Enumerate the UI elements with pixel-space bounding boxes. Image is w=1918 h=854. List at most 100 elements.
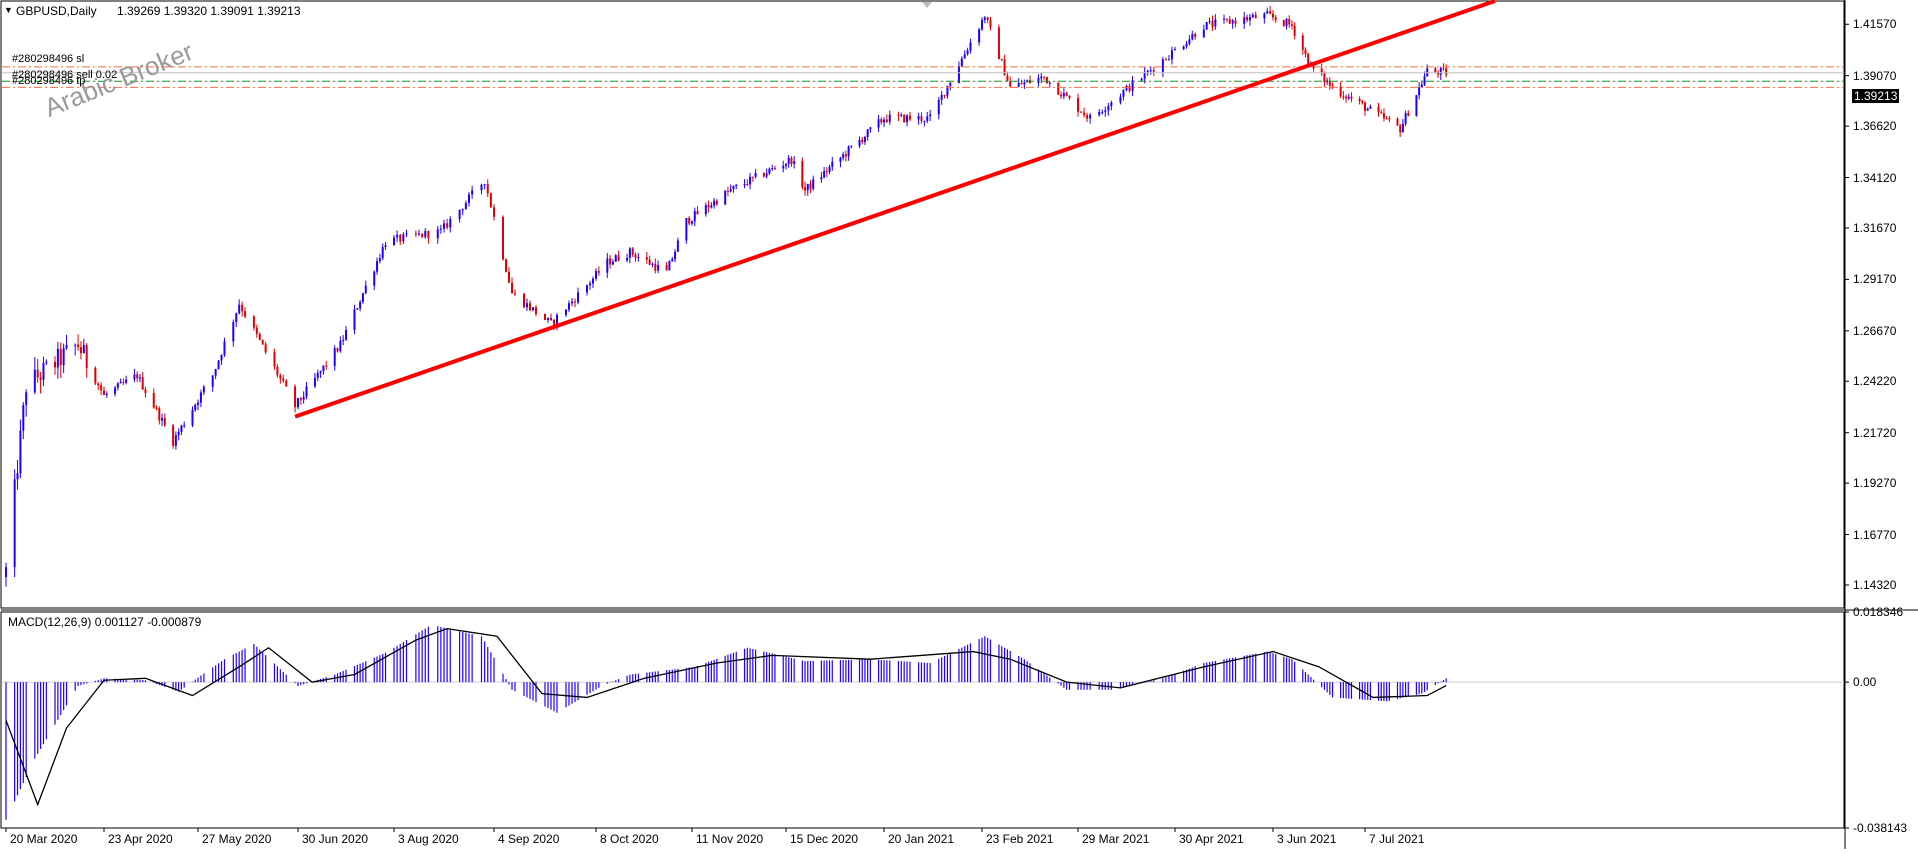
candle-body: [1125, 85, 1128, 91]
candle-body: [732, 186, 735, 190]
candle-body: [119, 382, 122, 384]
candle-body: [244, 311, 247, 317]
candle-body: [1269, 11, 1272, 14]
candle-body: [264, 344, 267, 353]
y-tick-label: 1.14320: [1853, 577, 1897, 592]
y-tick-label: 1.21720: [1853, 425, 1897, 440]
candle-body: [1043, 76, 1046, 78]
candle-body: [1188, 39, 1191, 44]
candle-body: [978, 29, 981, 43]
candle-body: [122, 382, 125, 384]
candle-body: [217, 360, 220, 369]
x-tick-label: 8 Oct 2020: [600, 832, 659, 846]
candle-body: [611, 261, 614, 265]
main-chart-ohlc-values: 1.39269 1.39320 1.39091 1.39213: [117, 4, 301, 18]
candle-body: [1382, 113, 1385, 119]
candle-body: [489, 193, 492, 208]
candle-body: [1167, 59, 1170, 61]
candle-body: [1437, 71, 1440, 75]
candle-body: [535, 307, 537, 314]
candle-body: [1062, 92, 1065, 97]
candle-body: [393, 237, 395, 246]
candle-body: [806, 183, 809, 191]
candle-body: [356, 308, 359, 310]
candle-body: [424, 231, 427, 238]
candle-body: [405, 233, 408, 235]
candle-body: [657, 265, 660, 271]
candle-body: [1040, 76, 1043, 79]
x-tick-label: 23 Apr 2020: [108, 832, 173, 846]
candle-body: [674, 251, 677, 260]
y-tick-label: 1.31670: [1853, 220, 1897, 235]
candle-body: [65, 345, 68, 349]
x-tick-label: 23 Feb 2021: [986, 832, 1054, 846]
candle-body: [735, 184, 738, 187]
candle-body: [1164, 59, 1167, 61]
macd-plot-frame: [0, 611, 1845, 829]
candle-body: [180, 425, 183, 433]
candle-body: [144, 389, 147, 394]
candle-body: [1211, 21, 1214, 27]
candle-body: [571, 301, 573, 304]
candle-body: [715, 200, 718, 205]
current-price-box: 1.39213: [1852, 89, 1900, 103]
x-tick-label: 27 May 2020: [202, 832, 272, 846]
candle-body: [1098, 111, 1101, 116]
candle-body: [436, 229, 439, 239]
candle-body: [74, 344, 77, 346]
candle-body: [384, 245, 387, 247]
candle-body: [486, 184, 489, 194]
candle-body: [966, 50, 969, 55]
candle-body: [1293, 25, 1296, 36]
candle-body: [1339, 86, 1342, 97]
candle-body: [877, 119, 880, 128]
candle-body: [1174, 49, 1176, 51]
candle-body: [1131, 80, 1134, 92]
candle-body: [997, 27, 1000, 60]
candle-body: [842, 154, 845, 158]
candle-body: [1396, 118, 1399, 126]
x-tick-label: 3 Aug 2020: [398, 832, 459, 846]
candle-body: [676, 240, 679, 252]
macd-y-tick-label: -0.038143: [1853, 821, 1908, 835]
candle-body: [1366, 108, 1369, 111]
candle-body: [1274, 17, 1277, 21]
candle-body: [1380, 112, 1383, 114]
candle-body: [1191, 34, 1194, 40]
candle-body: [556, 314, 558, 325]
candle-body: [1404, 113, 1407, 124]
candle-body: [565, 309, 567, 315]
y-tick-label: 1.19270: [1853, 476, 1897, 491]
candle-body: [199, 392, 202, 403]
candle-body: [56, 348, 59, 368]
candle-body: [461, 209, 464, 211]
candle-body: [1407, 113, 1410, 116]
macd-y-tick-label: 0.00: [1853, 675, 1877, 690]
candle-body: [36, 369, 39, 378]
candle-body: [1420, 84, 1423, 88]
candle-body: [1312, 63, 1315, 69]
candle-body: [1263, 13, 1266, 19]
candle-body: [743, 184, 746, 186]
candle-body: [1119, 96, 1122, 103]
candle-body: [768, 168, 771, 174]
x-tick-label: 3 Jun 2021: [1277, 832, 1337, 846]
candle-body: [529, 303, 531, 311]
x-tick-label: 20 Jan 2021: [888, 832, 955, 846]
candle-body: [983, 17, 986, 20]
y-tick-label: 1.16770: [1853, 527, 1897, 542]
candle-body: [158, 408, 161, 421]
candle-body: [940, 94, 943, 100]
main-plot-frame: [0, 0, 1845, 609]
candle-body: [276, 366, 279, 376]
candle-body: [863, 136, 866, 142]
symbol-menu-icon[interactable]: ▼: [4, 5, 13, 15]
candle-body: [790, 157, 793, 164]
candle-body: [1020, 83, 1023, 85]
candle-body: [586, 285, 588, 293]
x-tick-label: 30 Apr 2021: [1179, 832, 1244, 846]
candle-body: [671, 259, 674, 262]
candle-body: [589, 283, 591, 286]
